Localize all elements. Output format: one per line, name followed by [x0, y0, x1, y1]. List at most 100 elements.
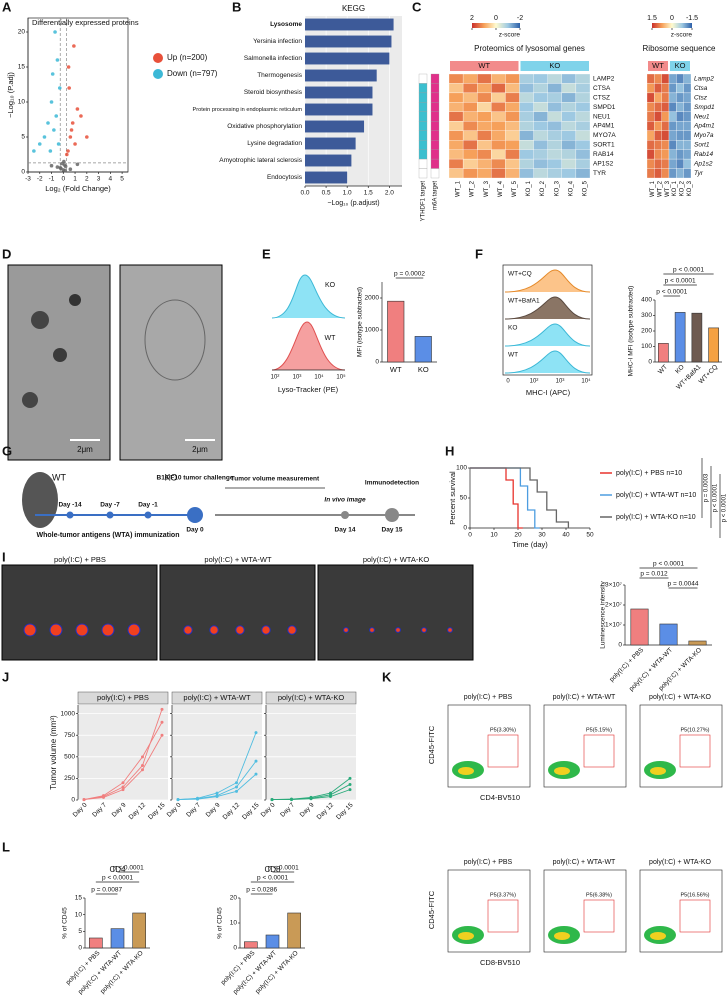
annotation-cell — [418, 92, 428, 103]
point — [75, 162, 80, 167]
group-label: poly(I:C) + WTA-KO — [363, 555, 429, 564]
heat-cell — [462, 140, 478, 150]
point — [32, 149, 36, 153]
heat-cell — [683, 140, 692, 150]
heat-cell — [505, 149, 520, 160]
legend-label: poly(I:C) + PBS n=10 — [616, 470, 682, 477]
image-label: KO — [164, 472, 177, 482]
x-axis-label: Log₂ (Fold Change) — [45, 184, 111, 193]
heat-cell — [654, 149, 662, 160]
heat-cell — [575, 149, 591, 160]
heat-cell — [505, 158, 520, 169]
x-tick-label: Day 12 — [316, 801, 336, 821]
heat-cell — [561, 121, 577, 131]
row-label: Rab14 — [694, 151, 714, 158]
histogram — [504, 323, 591, 347]
tumor-signal — [183, 625, 193, 635]
x-tick-label: 0 — [61, 176, 65, 183]
category-label: WT+CQ — [698, 364, 720, 386]
category-label: poly(I:C) + WTA-KO — [254, 950, 300, 996]
point — [69, 128, 74, 132]
x-tick-label: 40 — [562, 532, 570, 539]
row-label: Myo7a — [694, 132, 714, 139]
heat-cell — [448, 130, 464, 141]
heat-cell — [491, 130, 506, 141]
flow-density — [554, 932, 570, 940]
point — [235, 789, 238, 793]
point — [68, 167, 73, 171]
point — [72, 44, 76, 48]
heat-cell — [668, 102, 677, 112]
heat-cell — [575, 168, 591, 179]
p-value: p < 0.0001 — [257, 875, 288, 882]
heat-cell — [547, 102, 562, 112]
heat-cell — [661, 121, 670, 131]
heat-cell — [462, 111, 478, 122]
flow-density — [554, 767, 570, 775]
tumor-signal — [75, 623, 89, 637]
panel-label: B — [232, 0, 241, 14]
y-tick-label: 20 — [18, 29, 26, 36]
heat-cell — [547, 121, 562, 131]
y-tick-label: 0 — [71, 797, 75, 804]
point — [102, 795, 105, 799]
heat-cell — [491, 121, 506, 131]
x-tick-label: Day 9 — [111, 801, 128, 818]
annotation-cell — [418, 111, 428, 122]
heat-cell — [477, 102, 492, 112]
facet-title: poly(I:C) + WTA-KO — [278, 693, 344, 702]
column-label: KO_3 — [687, 180, 693, 196]
chart-title: Proteomics of lysosomal genes — [474, 44, 585, 53]
flow-gate — [679, 734, 711, 768]
gate-label: P5(16.56%) — [680, 892, 709, 898]
heat-cell — [477, 92, 492, 103]
heat-cell — [533, 102, 548, 112]
y-tick-label: 0 — [463, 525, 467, 532]
x-tick-label: Day 15 — [335, 801, 355, 821]
p-value: p = 0.0002 — [394, 271, 425, 278]
heat-cell — [668, 149, 677, 160]
x-tick-label: Day 7 — [185, 801, 202, 818]
heat-cell — [547, 168, 562, 179]
heat-cell — [561, 83, 577, 94]
x-tick-label: 0 — [468, 532, 472, 539]
timeline-label: Immunodetection — [365, 480, 419, 487]
heat-cell — [462, 130, 478, 141]
timepoint — [187, 507, 203, 523]
x-axis-label: Time (day) — [512, 540, 548, 549]
panel-label: L — [2, 839, 10, 854]
bar — [305, 120, 365, 133]
timeline-label: In vivo image — [324, 497, 366, 504]
heat-cell — [668, 168, 677, 179]
point — [254, 759, 258, 763]
heat-cell — [547, 83, 562, 94]
heat-cell — [646, 92, 655, 103]
heat-cell — [575, 73, 591, 84]
y-tick-label: 5 — [21, 134, 25, 141]
heat-cell — [462, 121, 478, 131]
point — [70, 121, 75, 125]
heat-cell — [519, 140, 534, 150]
heat-cell — [668, 140, 677, 150]
heat-cell — [668, 111, 677, 122]
point — [55, 58, 60, 62]
p-value: p < 0.0001 — [653, 561, 684, 568]
heat-cell — [683, 92, 692, 103]
heat-cell — [519, 102, 534, 112]
facet-header — [171, 691, 263, 705]
p-value: p < 0.0001 — [665, 278, 696, 285]
heat-cell — [519, 83, 534, 94]
histogram — [504, 269, 591, 293]
row-label: CTSZ — [593, 94, 610, 101]
category-label: Oxidative phosphorylation — [227, 123, 302, 130]
plot-bg — [172, 705, 262, 800]
row-label: CTSA — [593, 85, 611, 92]
category-label: Salmonella infection — [244, 55, 303, 62]
point — [49, 100, 54, 104]
annotation-cell — [418, 168, 428, 179]
timeline-label: Tumor volume measurement — [231, 476, 320, 483]
bar — [110, 928, 125, 949]
heat-cell — [448, 149, 464, 160]
annotation-cell — [418, 83, 428, 94]
